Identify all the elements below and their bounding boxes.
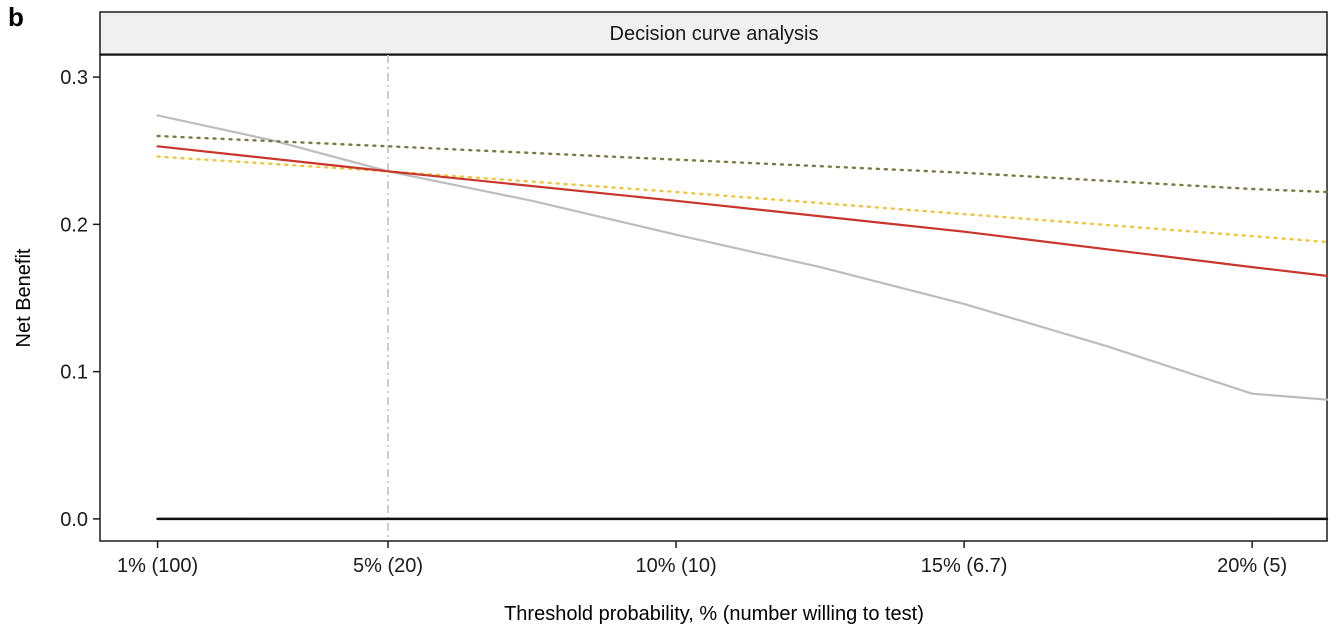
x-tick-label: 20% (5) (1217, 555, 1287, 577)
x-tick-label: 10% (10) (635, 555, 716, 577)
y-tick-label: 0.3 (60, 67, 88, 89)
series-line-olive-dotted (156, 134, 1329, 194)
y-tick-label: 0.0 (60, 509, 88, 531)
y-tick-label: 0.1 (60, 362, 88, 384)
x-axis-title: Threshold probability, % (number willing… (504, 603, 924, 625)
chart-title: Decision curve analysis (610, 23, 819, 45)
strip-background (99, 11, 1328, 56)
y-axis-title: Net Benefit (13, 248, 35, 347)
x-tick-label: 5% (20) (353, 555, 423, 577)
y-tick-label: 0.2 (60, 214, 88, 236)
x-tick-label: 15% (6.7) (921, 555, 1008, 577)
series-line-yellow-dotted (156, 155, 1329, 244)
series-line-treat-all (156, 114, 1329, 401)
series-line-red-model (156, 145, 1329, 277)
panel-label: b (8, 2, 24, 32)
x-tick-label: 1% (100) (117, 555, 198, 577)
plot-panel (99, 54, 1328, 542)
